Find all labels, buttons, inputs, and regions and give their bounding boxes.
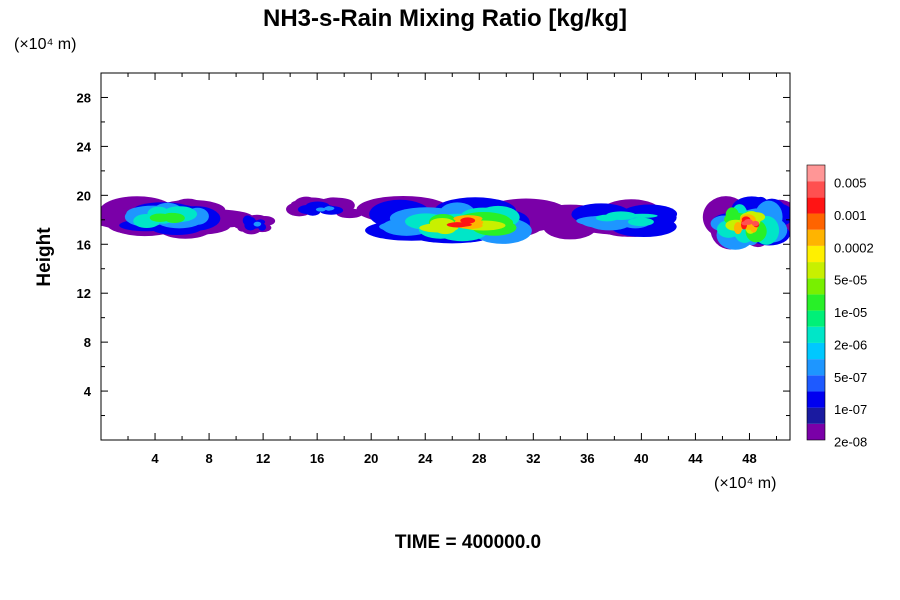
colorbar-swatch bbox=[807, 342, 825, 360]
colorbar-label: 0.0002 bbox=[834, 240, 874, 255]
field-blob bbox=[253, 221, 262, 226]
x-tick-label: 48 bbox=[742, 451, 756, 466]
field-blob bbox=[164, 213, 185, 223]
colorbar-label: 0.005 bbox=[834, 176, 867, 191]
colorbar bbox=[806, 164, 826, 441]
colorbar-swatch bbox=[807, 326, 825, 343]
y-tick-label: 20 bbox=[77, 188, 91, 203]
colorbar-swatch bbox=[807, 423, 825, 440]
field-blob bbox=[733, 221, 743, 235]
colorbar-swatch bbox=[807, 407, 825, 424]
field-blob bbox=[741, 221, 749, 226]
colorbar-swatch bbox=[807, 262, 825, 279]
colorbar-label: 2e-08 bbox=[834, 434, 867, 449]
y-tick-label: 12 bbox=[77, 286, 91, 301]
colorbar-swatch bbox=[807, 197, 825, 214]
colorbar-swatch bbox=[807, 375, 825, 392]
field-blob bbox=[460, 217, 476, 224]
colorbar-swatch bbox=[807, 294, 825, 311]
field-blob bbox=[751, 220, 760, 227]
y-unit-label: (×10⁴ m) bbox=[14, 36, 76, 53]
field-blob bbox=[626, 213, 658, 218]
y-tick-label: 16 bbox=[77, 237, 91, 252]
x-unit-label: (×10⁴ m) bbox=[714, 475, 776, 492]
plot-frame bbox=[100, 72, 791, 441]
axis-ticks bbox=[101, 73, 790, 440]
colorbar-swatch bbox=[807, 165, 825, 182]
colorbar-label: 5e-07 bbox=[834, 370, 867, 385]
colorbar-labels: 0.005 0.001 0.0002 5e-05 1e-05 2e-06 5e-07 1e-0… bbox=[834, 176, 874, 450]
colorbar-label: 5e-05 bbox=[834, 273, 867, 288]
field-blob bbox=[315, 207, 326, 212]
y-tick-label: 28 bbox=[77, 90, 91, 105]
colorbar-swatch bbox=[807, 310, 825, 327]
colorbar-label: 0.001 bbox=[834, 208, 867, 223]
colorbar-label: 2e-06 bbox=[834, 337, 867, 352]
colorbar-swatch bbox=[807, 181, 825, 198]
x-tick-label: 32 bbox=[526, 451, 540, 466]
y-axis-label: Height bbox=[34, 227, 55, 287]
x-tick-label: 28 bbox=[472, 451, 486, 466]
colorbar-swatch bbox=[807, 278, 825, 295]
x-tick-label: 12 bbox=[256, 451, 270, 466]
x-tick-label: 20 bbox=[364, 451, 378, 466]
colorbar-label: 1e-05 bbox=[834, 305, 867, 320]
x-tick-label: 36 bbox=[580, 451, 594, 466]
colorbar-swatch bbox=[807, 359, 825, 376]
field-blob bbox=[325, 206, 332, 211]
field-blob bbox=[450, 222, 472, 227]
x-tick-labels: 4 8 12 16 20 24 28 32 36 40 44 48 bbox=[151, 451, 756, 466]
x-tick-label: 16 bbox=[310, 451, 324, 466]
colorbar-swatch bbox=[807, 245, 825, 263]
colorbar-frame bbox=[806, 164, 826, 441]
x-tick-label: 4 bbox=[151, 451, 159, 466]
x-tick-label: 44 bbox=[688, 451, 703, 466]
x-tick-label: 24 bbox=[418, 451, 433, 466]
colorbar-swatch bbox=[807, 229, 825, 246]
field-blob bbox=[595, 214, 619, 222]
colorbar-swatch bbox=[807, 391, 825, 408]
colorbar-swatch bbox=[807, 213, 825, 230]
y-tick-label: 4 bbox=[84, 384, 92, 399]
chart-title: NH3-s-Rain Mixing Ratio [kg/kg] bbox=[263, 5, 627, 32]
x-tick-label: 8 bbox=[205, 451, 212, 466]
time-label: TIME = 400000.0 bbox=[395, 532, 541, 553]
y-tick-labels: 4 8 12 16 20 24 28 bbox=[77, 90, 92, 399]
y-tick-label: 8 bbox=[84, 335, 91, 350]
y-tick-label: 24 bbox=[77, 139, 92, 154]
mixing-ratio-field bbox=[101, 196, 790, 250]
field-blob bbox=[627, 217, 654, 227]
colorbar-label: 1e-07 bbox=[834, 402, 867, 417]
x-tick-label: 40 bbox=[634, 451, 648, 466]
